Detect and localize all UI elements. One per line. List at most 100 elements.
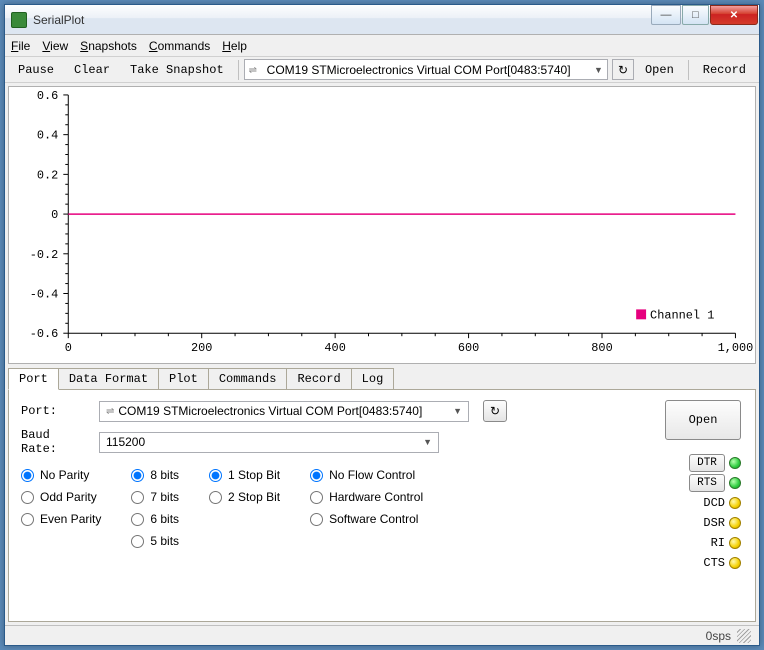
usb-icon: ⇌ (249, 65, 263, 75)
flow-option[interactable]: Hardware Control (310, 490, 423, 504)
menu-view[interactable]: View (42, 39, 68, 53)
toolbar-separator (238, 60, 239, 80)
parity-label: Odd Parity (40, 490, 97, 504)
signal-row-rts: RTS (689, 474, 741, 492)
databits-radio[interactable] (131, 513, 144, 526)
open-button[interactable]: Open (665, 400, 741, 440)
tab-data-format[interactable]: Data Format (58, 368, 159, 390)
pause-button[interactable]: Pause (9, 60, 63, 80)
stopbits-group: 1 Stop Bit 2 Stop Bit (209, 468, 280, 548)
flow-label: No Flow Control (329, 468, 415, 482)
bottom-panel: PortData FormatPlotCommandsRecordLog Por… (8, 367, 756, 622)
stopbits-option[interactable]: 1 Stop Bit (209, 468, 280, 482)
window-buttons: — □ (651, 5, 759, 34)
signal-row-dcd: DCD (689, 494, 741, 512)
svg-text:1,000: 1,000 (718, 341, 754, 355)
port-row: Port: ⇌ COM19 STMicroelectronics Virtual… (21, 400, 743, 422)
toolbar-port-value: COM19 STMicroelectronics Virtual COM Por… (267, 63, 571, 77)
menu-help[interactable]: Help (222, 39, 247, 53)
parity-option[interactable]: Odd Parity (21, 490, 101, 504)
usb-icon: ⇌ (106, 406, 114, 417)
svg-text:0.4: 0.4 (37, 129, 58, 143)
tab-plot[interactable]: Plot (158, 368, 209, 390)
menu-commands[interactable]: Commands (149, 39, 210, 53)
parity-radio[interactable] (21, 469, 34, 482)
flow-label: Hardware Control (329, 490, 423, 504)
databits-radio[interactable] (131, 469, 144, 482)
close-button[interactable] (710, 5, 758, 25)
tab-log[interactable]: Log (351, 368, 395, 390)
signal-label-dsr: DSR (689, 516, 725, 530)
chevron-down-icon: ▼ (594, 65, 603, 75)
flow-option[interactable]: Software Control (310, 512, 423, 526)
record-button[interactable]: Record (694, 60, 755, 80)
statusbar: 0sps (5, 625, 759, 645)
stopbits-radio[interactable] (209, 469, 222, 482)
databits-option[interactable]: 5 bits (131, 534, 179, 548)
signal-row-ri: RI (689, 534, 741, 552)
toolbar-separator-2 (688, 60, 689, 80)
tab-commands[interactable]: Commands (208, 368, 288, 390)
signal-button-rts[interactable]: RTS (689, 474, 725, 492)
titlebar: SerialPlot — □ (5, 5, 759, 35)
databits-radio[interactable] (131, 535, 144, 548)
tab-port[interactable]: Port (8, 368, 59, 390)
port-combo-value: COM19 STMicroelectronics Virtual COM Por… (118, 404, 422, 418)
serial-options-grid: No Parity Odd Parity Even Parity 8 bits 7 bi… (21, 468, 743, 548)
led-dcd (729, 497, 741, 509)
toolbar-open-button[interactable]: Open (636, 60, 683, 80)
parity-option[interactable]: No Parity (21, 468, 101, 482)
databits-option[interactable]: 8 bits (131, 468, 179, 482)
databits-label: 6 bits (150, 512, 179, 526)
parity-radio[interactable] (21, 513, 34, 526)
signal-button-dtr[interactable]: DTR (689, 454, 725, 472)
databits-option[interactable]: 7 bits (131, 490, 179, 504)
stopbits-radio[interactable] (209, 491, 222, 504)
parity-radio[interactable] (21, 491, 34, 504)
led-ri (729, 537, 741, 549)
databits-radio[interactable] (131, 491, 144, 504)
signal-panel: DTR RTS DCD DSR RI CTS (689, 454, 741, 572)
led-rts (729, 477, 741, 489)
svg-text:200: 200 (191, 341, 212, 355)
stopbits-label: 1 Stop Bit (228, 468, 280, 482)
clear-button[interactable]: Clear (65, 60, 119, 80)
flow-group: No Flow Control Hardware Control Software … (310, 468, 423, 548)
maximize-button[interactable]: □ (682, 5, 709, 25)
flow-radio[interactable] (310, 491, 323, 504)
baud-label: Baud Rate: (21, 428, 91, 456)
toolbar-port-combo[interactable]: ⇌ COM19 STMicroelectronics Virtual COM P… (244, 59, 608, 80)
port-reload-button[interactable]: ↻ (483, 400, 507, 422)
flow-radio[interactable] (310, 513, 323, 526)
led-dsr (729, 517, 741, 529)
plot-area: -0.6-0.4-0.200.20.40.602004006008001,000… (8, 86, 756, 364)
chevron-down-icon: ▼ (453, 406, 462, 416)
signal-label-cts: CTS (689, 556, 725, 570)
tab-record[interactable]: Record (286, 368, 351, 390)
app-icon (11, 12, 27, 28)
flow-option[interactable]: No Flow Control (310, 468, 423, 482)
led-cts (729, 557, 741, 569)
stopbits-option[interactable]: 2 Stop Bit (209, 490, 280, 504)
menu-snapshots[interactable]: Snapshots (80, 39, 137, 53)
parity-group: No Parity Odd Parity Even Parity (21, 468, 101, 548)
port-label: Port: (21, 404, 91, 418)
signal-row-cts: CTS (689, 554, 741, 572)
parity-label: No Parity (40, 468, 89, 482)
tabstrip: PortData FormatPlotCommandsRecordLog (8, 367, 756, 389)
take-snapshot-button[interactable]: Take Snapshot (121, 60, 233, 80)
minimize-button[interactable]: — (651, 5, 681, 25)
databits-option[interactable]: 6 bits (131, 512, 179, 526)
svg-text:0: 0 (65, 341, 72, 355)
svg-text:0: 0 (51, 208, 58, 222)
resize-grip-icon[interactable] (737, 629, 751, 643)
baud-combo[interactable]: 115200 ▼ (99, 432, 439, 453)
toolbar-reload-button[interactable]: ↻ (612, 59, 634, 80)
flow-radio[interactable] (310, 469, 323, 482)
menu-file[interactable]: File (11, 39, 30, 53)
port-combo[interactable]: ⇌ COM19 STMicroelectronics Virtual COM P… (99, 401, 469, 422)
databits-label: 7 bits (150, 490, 179, 504)
parity-label: Even Parity (40, 512, 101, 526)
parity-option[interactable]: Even Parity (21, 512, 101, 526)
stopbits-label: 2 Stop Bit (228, 490, 280, 504)
